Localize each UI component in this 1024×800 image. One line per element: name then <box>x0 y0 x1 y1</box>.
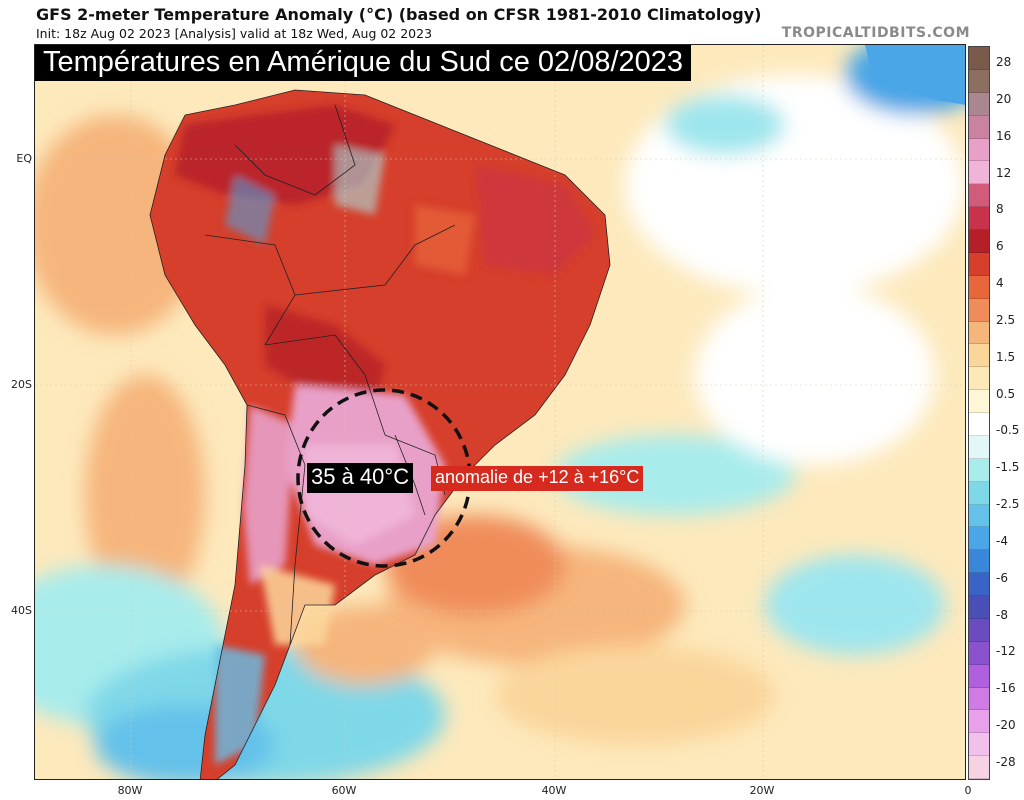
map-graticule <box>35 45 965 779</box>
colorbar-swatch <box>969 481 989 505</box>
lon-tick-label: 20W <box>749 784 775 797</box>
colorbar-tick-label: 1.5 <box>996 349 1016 364</box>
colorbar-swatch <box>969 618 989 642</box>
colorbar-tick-label: -16 <box>996 681 1016 696</box>
colorbar-swatch <box>969 527 989 551</box>
colorbar-swatch <box>969 115 989 139</box>
colorbar-tick-label: -28 <box>996 755 1016 769</box>
colorbar-swatch <box>969 184 989 208</box>
colorbar-tick-label: -2.5 <box>996 497 1020 512</box>
anomaly-range-label: anomalie de +12 à +16°C <box>431 466 644 491</box>
colorbar-swatch <box>969 733 989 757</box>
lat-tick-label: 40S <box>11 604 32 617</box>
ocean-anomaly-field <box>35 45 965 779</box>
colorbar-swatch <box>969 92 989 116</box>
map-init-valid-time: Init: 18z Aug 02 2023 [Analysis] valid a… <box>36 26 433 41</box>
colorbar-swatch <box>969 47 989 70</box>
overlay-title-banner: Températures en Amérique du Sud ce 02/08… <box>35 45 692 81</box>
colorbar-tick-label: 20 <box>996 91 1012 106</box>
colorbar-swatch <box>969 756 989 779</box>
colorbar-swatch <box>969 207 989 230</box>
colorbar-swatch <box>969 344 989 368</box>
colorbar-tick-label: -20 <box>996 718 1016 733</box>
colorbar-swatch <box>969 573 989 596</box>
colorbar-tick-label: -8 <box>996 607 1008 622</box>
colorbar-swatch <box>969 367 989 391</box>
colorbar-swatch <box>969 413 989 436</box>
temperature-anomaly-map <box>34 44 966 780</box>
colorbar-swatch <box>969 664 989 688</box>
map-title: GFS 2-meter Temperature Anomaly (°C) (ba… <box>36 5 762 24</box>
colorbar-tick-label: 6 <box>996 239 1004 254</box>
temperature-range-label: 35 à 40°C <box>307 463 414 493</box>
colorbar-swatch <box>969 710 989 734</box>
colorbar-swatch <box>969 138 989 162</box>
lon-tick-label: 0 <box>964 784 972 797</box>
colorbar <box>968 46 990 780</box>
colorbar-tick-label: 4 <box>996 276 1004 291</box>
colorbar-swatch <box>969 435 989 459</box>
africa-coastline <box>865 45 965 105</box>
lon-tick-label: 40W <box>541 784 567 797</box>
colorbar-swatch <box>969 458 989 482</box>
colorbar-swatch <box>969 550 989 574</box>
colorbar-swatch <box>969 69 989 93</box>
colorbar-swatch <box>969 687 989 711</box>
colorbar-tick-label: 2.5 <box>996 312 1016 327</box>
lon-tick-label: 80W <box>117 784 143 797</box>
colorbar-swatch <box>969 504 989 528</box>
colorbar-swatch <box>969 252 989 276</box>
colorbar-tick-label: -6 <box>996 570 1008 585</box>
colorbar-tick-label: -0.5 <box>996 423 1020 438</box>
colorbar-swatch <box>969 161 989 185</box>
colorbar-swatch <box>969 390 989 413</box>
site-watermark: TROPICALTIDBITS.COM <box>781 25 970 41</box>
colorbar-swatch <box>969 641 989 665</box>
lat-tick-label: EQ <box>16 152 32 165</box>
country-borders <box>149 89 611 779</box>
lat-tick-label: 20S <box>11 378 32 391</box>
colorbar-swatch <box>969 596 989 619</box>
colorbar-swatch <box>969 275 989 299</box>
colorbar-tick-label: 28 <box>996 55 1012 69</box>
colorbar-tick-label: 12 <box>996 165 1012 180</box>
colorbar-swatch <box>969 230 989 253</box>
colorbar-tick-label: -12 <box>996 644 1016 659</box>
colorbar-tick-label: 0.5 <box>996 386 1016 401</box>
map-canvas <box>35 45 965 779</box>
colorbar-tick-label: -1.5 <box>996 460 1020 475</box>
colorbar-tick-label: -4 <box>996 533 1008 548</box>
colorbar-swatch <box>969 321 989 345</box>
colorbar-tick-label: 8 <box>996 202 1004 217</box>
colorbar-swatch <box>969 298 989 322</box>
lon-tick-label: 60W <box>331 784 357 797</box>
colorbar-tick-label: 16 <box>996 128 1012 143</box>
